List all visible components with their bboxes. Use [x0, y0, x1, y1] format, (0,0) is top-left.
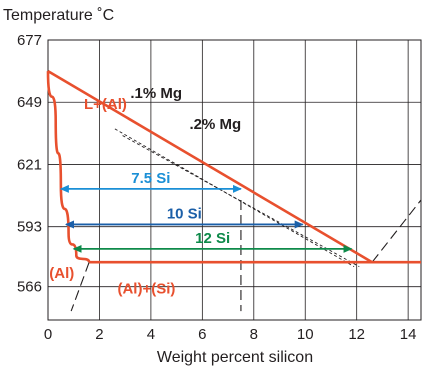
dashed-line-eutectic-extension — [371, 199, 422, 263]
chart-title: Temperature ˚C — [3, 7, 114, 24]
x-tick-label: 0 — [44, 326, 52, 343]
x-tick-label: 4 — [147, 326, 155, 343]
tick-labels: 0 2 4 6 8 10 12 14 566 593 621 649 677 — [17, 32, 417, 343]
x-tick-label: 14 — [400, 326, 417, 343]
x-tick-label: 6 — [198, 326, 206, 343]
y-tick-label: 593 — [17, 219, 42, 236]
y-tick-label: 649 — [17, 94, 42, 111]
dashed-line-mg-0-2-liquidus — [122, 135, 360, 268]
grid — [47, 39, 422, 321]
y-tick-label: 566 — [17, 279, 42, 296]
annotation-label: .1% Mg — [130, 85, 182, 102]
annotation-label: L+(Al) — [84, 96, 127, 113]
x-tick-label: 10 — [297, 326, 314, 343]
annotation-label: (Al)+(Si) — [117, 280, 175, 297]
arrow-label: 7.5 Si — [131, 170, 170, 187]
annotation-label: .2% Mg — [189, 116, 241, 133]
arrow-label: 12 Si — [195, 230, 230, 247]
plot-frame — [47, 39, 422, 321]
phase-line-solvus — [46, 71, 91, 263]
x-tick-label: 12 — [348, 326, 365, 343]
annotations: L+(Al).1% Mg .2% Mg (Al) (Al)+(Si) — [49, 85, 241, 298]
y-tick-label: 621 — [17, 156, 42, 173]
x-tick-label: 2 — [95, 326, 103, 343]
x-tick-label: 8 — [250, 326, 258, 343]
annotation-label: (Al) — [49, 265, 74, 282]
y-tick-label: 677 — [17, 32, 42, 49]
dashed-lines — [70, 128, 422, 312]
phase-lines — [46, 69, 421, 264]
arrow-label: 10 Si — [167, 205, 202, 222]
phase-line-liquidus — [47, 69, 373, 264]
composition-arrows: 7.5 Si 10 Si 12 Si — [59, 170, 353, 253]
dashed-line-solvus-extension — [70, 262, 90, 312]
x-axis-label: Weight percent silicon — [157, 349, 313, 366]
